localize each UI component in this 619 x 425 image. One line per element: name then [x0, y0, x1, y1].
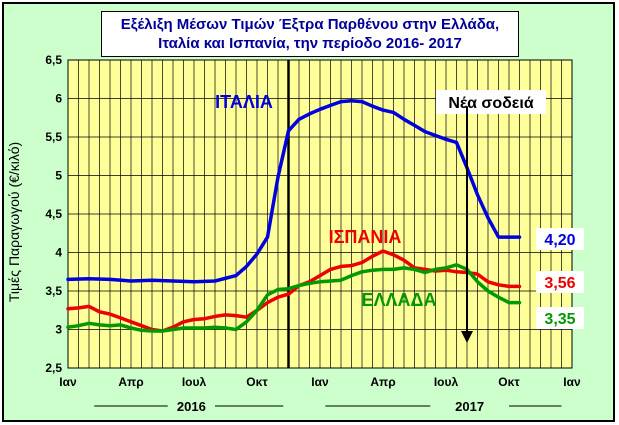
end-value-label: 3,35 [544, 311, 575, 328]
y-tick-label: 3,5 [45, 284, 62, 298]
x-tick-label: Οκτ [246, 375, 268, 389]
y-tick-label: 6 [55, 92, 62, 106]
y-tick-label: 5,5 [45, 130, 62, 144]
year-label: 2017 [455, 399, 484, 414]
series-name-label: ΕΛΛΑΔΑ [362, 290, 437, 310]
annotation-arrow-head [461, 331, 473, 344]
y-tick-label: 4 [55, 246, 62, 260]
y-tick-label: 6,5 [45, 53, 62, 67]
series-line-ΙΣΠΑΝΙΑ [66, 249, 522, 333]
series-line-ΙΤΑΛΙΑ [66, 99, 522, 284]
x-tick-label: Ιαν [311, 375, 329, 389]
series-labels: ΙΤΑΛΙΑ 4,20 ΙΣΠΑΝΙΑ 3,56 ΕΛΛΑΔΑ 3,35 [215, 92, 584, 329]
x-tick-label: Απρ [118, 375, 143, 389]
end-value-label: 4,20 [544, 232, 575, 249]
series-name-label: ΙΤΑΛΙΑ [215, 92, 273, 112]
series-name-label: ΙΣΠΑΝΙΑ [329, 227, 402, 247]
end-value-box [536, 307, 584, 329]
annotation-box [436, 90, 546, 114]
x-tick-label: Οκτ [498, 375, 520, 389]
y-axis-label: Τιμές Παραγωγού (€/κιλό) [6, 141, 22, 303]
series-line-ΕΛΛΑΔΑ [66, 263, 522, 333]
end-value-box [536, 228, 584, 250]
new-harvest-annotation: Νέα σοδειά [436, 90, 546, 344]
annotation-text: Νέα σοδειά [448, 95, 534, 112]
x-tick-label: Ιουλ [434, 375, 459, 389]
title-line-1: Εξέλιξη Μέσων Τιμών Έξτρα Παρθένου στην … [120, 16, 500, 33]
x-tick-label: Απρ [370, 375, 395, 389]
year-label: 2016 [177, 399, 206, 414]
end-value-box [536, 271, 584, 293]
y-tick-label: 4,5 [45, 207, 62, 221]
axes: 2,5 3 3,5 4 4,5 5 5,5 6 6,5 Ιαν Απρ Ιουλ Οκτ Ιαν Απρ Ιο… [45, 53, 581, 414]
x-tick-label: Ιαν [563, 375, 581, 389]
series-lines [66, 99, 522, 333]
y-tick-label: 2,5 [45, 361, 62, 375]
title-line-2: Ιταλία και Ισπανία, την περίοδο 2016- 20… [158, 35, 462, 52]
x-tick-label: Ιαν [59, 375, 77, 389]
chart-title: Εξέλιξη Μέσων Τιμών Έξτρα Παρθένου στην … [101, 11, 519, 57]
y-tick-label: 3 [55, 323, 62, 337]
end-value-label: 3,56 [544, 275, 575, 292]
x-tick-label: Ιουλ [182, 375, 207, 389]
y-tick-label: 5 [55, 169, 62, 183]
